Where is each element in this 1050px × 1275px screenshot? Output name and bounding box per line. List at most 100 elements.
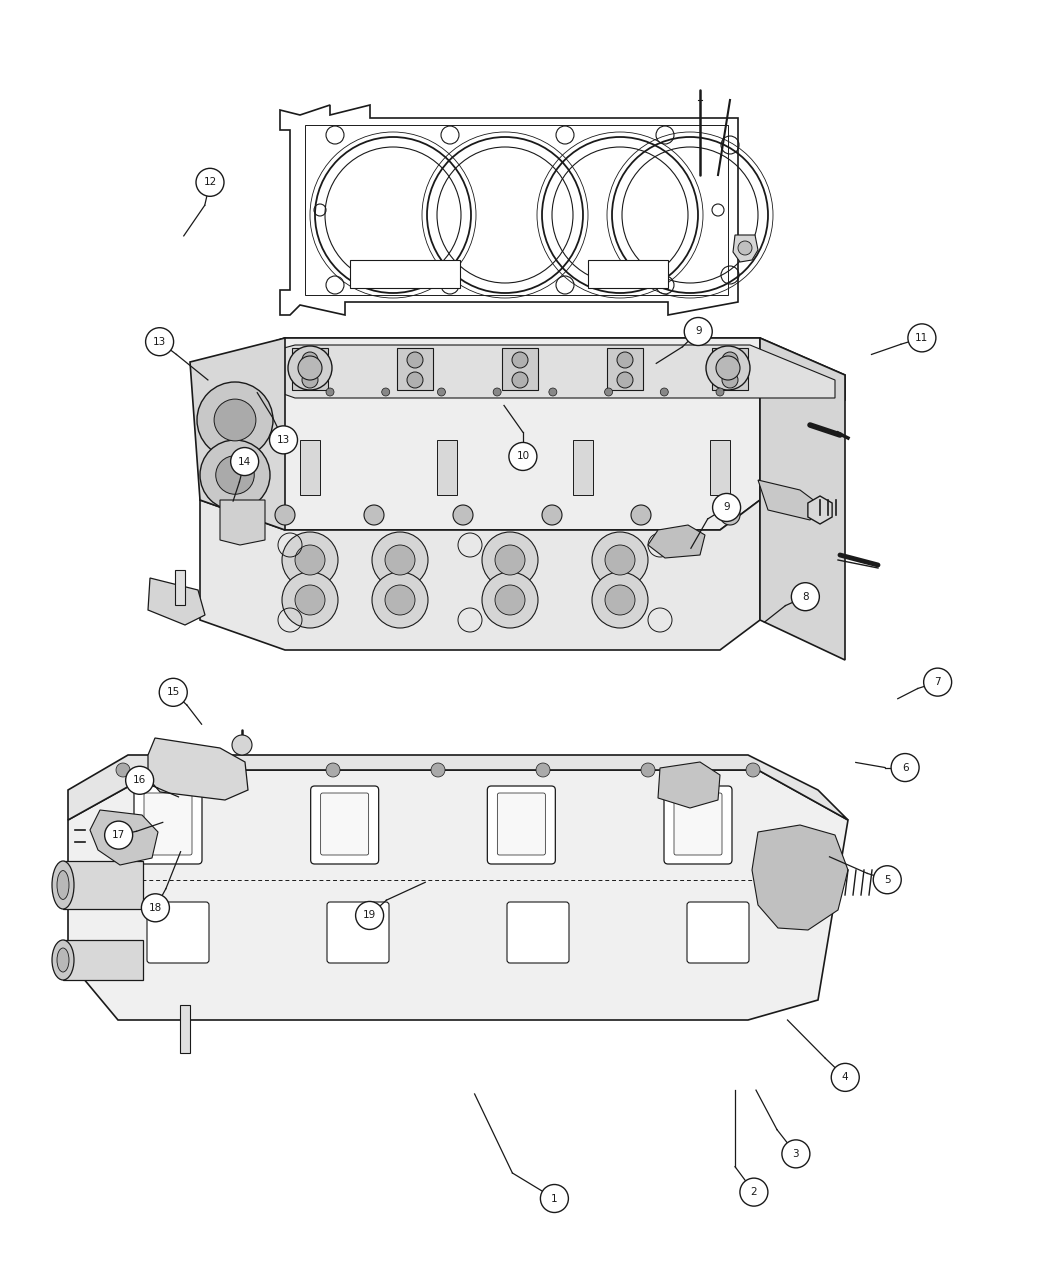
Bar bbox=[437, 440, 457, 495]
Circle shape bbox=[482, 572, 538, 629]
Circle shape bbox=[326, 388, 334, 397]
Polygon shape bbox=[210, 346, 835, 398]
Circle shape bbox=[832, 1063, 859, 1091]
Circle shape bbox=[874, 866, 901, 894]
Text: 13: 13 bbox=[153, 337, 166, 347]
Circle shape bbox=[295, 585, 326, 615]
Circle shape bbox=[270, 426, 297, 454]
Bar bbox=[502, 348, 538, 390]
Bar bbox=[300, 440, 320, 495]
FancyBboxPatch shape bbox=[320, 793, 369, 856]
Circle shape bbox=[146, 328, 173, 356]
Circle shape bbox=[288, 346, 332, 390]
Polygon shape bbox=[200, 338, 845, 400]
FancyBboxPatch shape bbox=[147, 901, 209, 963]
Circle shape bbox=[605, 544, 635, 575]
Circle shape bbox=[716, 388, 724, 397]
Circle shape bbox=[716, 356, 740, 380]
Bar bbox=[397, 348, 433, 390]
Text: 13: 13 bbox=[277, 435, 290, 445]
Circle shape bbox=[126, 766, 153, 794]
Circle shape bbox=[302, 352, 318, 368]
Circle shape bbox=[302, 372, 318, 388]
Text: 16: 16 bbox=[133, 775, 146, 785]
Circle shape bbox=[746, 762, 760, 776]
Circle shape bbox=[617, 352, 633, 368]
Text: 9: 9 bbox=[695, 326, 701, 337]
Circle shape bbox=[295, 544, 326, 575]
FancyBboxPatch shape bbox=[498, 793, 545, 856]
FancyBboxPatch shape bbox=[687, 901, 749, 963]
Bar bbox=[712, 348, 748, 390]
Circle shape bbox=[713, 493, 740, 521]
Text: 9: 9 bbox=[723, 502, 730, 513]
Circle shape bbox=[549, 388, 556, 397]
Text: 11: 11 bbox=[916, 333, 928, 343]
Circle shape bbox=[430, 762, 445, 776]
Circle shape bbox=[275, 505, 295, 525]
Polygon shape bbox=[758, 479, 820, 520]
Text: 3: 3 bbox=[793, 1149, 799, 1159]
Ellipse shape bbox=[57, 871, 69, 899]
Polygon shape bbox=[658, 762, 720, 808]
Circle shape bbox=[685, 317, 712, 346]
Circle shape bbox=[512, 352, 528, 368]
Ellipse shape bbox=[52, 861, 74, 909]
FancyBboxPatch shape bbox=[507, 901, 569, 963]
Bar bbox=[175, 570, 185, 606]
Circle shape bbox=[372, 572, 428, 629]
Text: 15: 15 bbox=[167, 687, 180, 697]
Bar bbox=[292, 348, 328, 390]
Polygon shape bbox=[220, 500, 265, 544]
Bar bbox=[573, 440, 593, 495]
Circle shape bbox=[326, 762, 340, 776]
Text: 1: 1 bbox=[551, 1193, 558, 1204]
Polygon shape bbox=[63, 861, 143, 909]
Text: 19: 19 bbox=[363, 910, 376, 921]
Circle shape bbox=[495, 585, 525, 615]
Circle shape bbox=[356, 901, 383, 929]
Circle shape bbox=[372, 532, 428, 588]
Circle shape bbox=[385, 544, 415, 575]
Circle shape bbox=[740, 1178, 768, 1206]
Circle shape bbox=[453, 505, 472, 525]
Circle shape bbox=[142, 894, 169, 922]
Circle shape bbox=[536, 762, 550, 776]
Circle shape bbox=[640, 762, 655, 776]
Circle shape bbox=[792, 583, 819, 611]
Circle shape bbox=[407, 352, 423, 368]
Circle shape bbox=[482, 532, 538, 588]
FancyBboxPatch shape bbox=[134, 785, 202, 864]
Polygon shape bbox=[760, 338, 845, 660]
Polygon shape bbox=[648, 525, 705, 558]
Bar bbox=[710, 440, 730, 495]
Circle shape bbox=[438, 388, 445, 397]
Circle shape bbox=[509, 442, 537, 470]
Circle shape bbox=[512, 372, 528, 388]
Circle shape bbox=[200, 440, 270, 510]
FancyBboxPatch shape bbox=[311, 785, 379, 864]
Circle shape bbox=[660, 388, 668, 397]
Polygon shape bbox=[68, 770, 848, 1020]
Text: 17: 17 bbox=[112, 830, 125, 840]
Text: 5: 5 bbox=[884, 875, 890, 885]
Bar bbox=[607, 348, 643, 390]
Text: 7: 7 bbox=[934, 677, 941, 687]
Circle shape bbox=[214, 399, 256, 441]
Circle shape bbox=[722, 352, 738, 368]
Circle shape bbox=[908, 324, 936, 352]
Circle shape bbox=[495, 544, 525, 575]
Bar bbox=[588, 260, 668, 288]
Circle shape bbox=[215, 455, 254, 495]
Circle shape bbox=[592, 572, 648, 629]
Text: 12: 12 bbox=[204, 177, 216, 187]
Polygon shape bbox=[280, 105, 738, 315]
Circle shape bbox=[631, 505, 651, 525]
Circle shape bbox=[782, 1140, 810, 1168]
Polygon shape bbox=[68, 755, 848, 820]
Circle shape bbox=[605, 388, 612, 397]
Circle shape bbox=[220, 762, 235, 776]
Polygon shape bbox=[752, 825, 848, 929]
Circle shape bbox=[196, 168, 224, 196]
Circle shape bbox=[231, 448, 258, 476]
